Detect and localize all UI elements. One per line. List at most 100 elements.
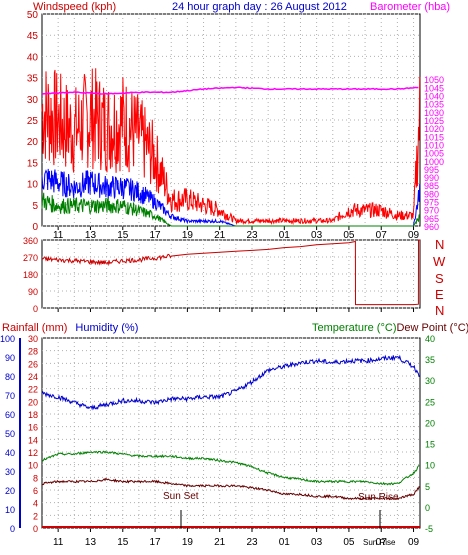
x-tick-label: 11 <box>53 230 64 241</box>
dir-label-s: S <box>435 271 444 286</box>
dir-label-n-top: N <box>435 237 444 252</box>
rain-y-tick-label: 22 <box>28 385 38 395</box>
dir-y-tick-label: 90 <box>28 287 38 297</box>
x-tick-label: 01 <box>279 230 291 241</box>
barometer-title: Barometer (hba) <box>370 1 450 13</box>
baro-y-tick-label: 980 <box>424 189 439 199</box>
dir-y-tick-label: 270 <box>23 253 38 263</box>
x-tick-label: 19 <box>182 537 194 548</box>
dir-label-e: E <box>435 287 444 302</box>
baro-y-tick-label: 990 <box>424 173 439 183</box>
x-tick-label: 03 <box>311 537 323 548</box>
x-tick-label: 15 <box>117 537 129 548</box>
graph-title: 24 hour graph day : 26 August 2012 <box>172 1 347 13</box>
x-tick-label: 13 <box>85 537 97 548</box>
sun-set-label: Sun Set <box>163 491 199 502</box>
temp-dew-title: Temperature (°C)Dew Point (°C) <box>312 322 468 334</box>
wind-y-tick-label: 30 <box>27 95 39 106</box>
baro-y-tick-label: 960 <box>424 222 439 232</box>
wind-y-tick-label: 15 <box>27 158 39 169</box>
baro-y-tick-label: 1040 <box>424 92 444 102</box>
temperature-line <box>41 450 420 486</box>
humidity-y-tick-label: 10 <box>5 505 15 515</box>
x-tick-label: 13 <box>85 230 97 241</box>
humidity-y-tick-label: 90 <box>5 353 15 363</box>
x-tick-label: 17 <box>150 230 162 241</box>
wind-y-tick-label: 25 <box>27 116 39 127</box>
humidity-y-tick-label: 70 <box>5 391 15 401</box>
rain-y-tick-label: 2 <box>33 511 38 521</box>
temp-y-tick-label: 5 <box>425 482 430 492</box>
temp-y-tick-label: 40 <box>425 334 435 344</box>
x-tick-label: 21 <box>214 230 226 241</box>
humidity-y-tick-label: 80 <box>5 372 15 382</box>
baro-y-tick-label: 965 <box>424 214 439 224</box>
temp-y-tick-label: 35 <box>425 355 435 365</box>
baro-y-tick-label: 1000 <box>424 157 444 167</box>
humidity-y-tick-label: 30 <box>5 467 15 477</box>
x-tick-label: 23 <box>246 230 258 241</box>
temp-y-tick-label: 25 <box>425 397 435 407</box>
wind-y-tick-label: 10 <box>27 180 39 191</box>
dir-y-tick-label: 360 <box>23 236 38 246</box>
baro-y-tick-label: 1050 <box>424 75 444 85</box>
dir-label-n-bottom: N <box>435 303 444 318</box>
wind-gust-line <box>41 68 421 226</box>
rain-y-tick-label: 6 <box>33 486 38 496</box>
rain-y-tick-label: 20 <box>28 397 38 407</box>
baro-y-tick-label: 995 <box>424 165 439 175</box>
temp-y-tick-label: 10 <box>425 461 435 471</box>
rain-y-tick-label: 10 <box>28 461 38 471</box>
wind-y-tick-label: 45 <box>27 31 39 42</box>
baro-y-tick-label: 975 <box>424 198 439 208</box>
rain-y-tick-label: 18 <box>28 410 38 420</box>
rain-y-tick-label: 16 <box>28 423 38 433</box>
temp-y-tick-label: 15 <box>425 440 435 450</box>
barometer-line <box>41 86 419 96</box>
x-tick-label: 07 <box>376 230 388 241</box>
rain-y-tick-label: 4 <box>33 499 38 509</box>
direction-line <box>41 239 420 306</box>
x-tick-label: 19 <box>182 230 194 241</box>
rain-y-tick-label: 28 <box>28 347 38 357</box>
sun-rise-tick-label: Sun Rise <box>363 538 396 547</box>
rain-y-tick-label: 0 <box>33 524 38 534</box>
baro-y-tick-label: 1005 <box>424 149 444 159</box>
x-tick-label: 17 <box>150 537 162 548</box>
x-tick-label: 09 <box>408 230 420 241</box>
rain-y-tick-label: 12 <box>28 448 38 458</box>
humidity-y-tick-label: 40 <box>5 448 15 458</box>
wind-low-line <box>41 192 421 227</box>
x-tick-label: 07 <box>376 537 388 548</box>
rain-y-tick-label: 14 <box>28 435 38 445</box>
sun-rise-label: Sun Rise <box>358 492 399 503</box>
x-tick-label: 21 <box>214 537 226 548</box>
x-tick-label: 09 <box>408 537 420 548</box>
x-tick-label: 03 <box>311 230 323 241</box>
baro-y-tick-label: 1030 <box>424 108 444 118</box>
humidity-y-tick-label: 60 <box>5 410 15 420</box>
rain-y-tick-label: 24 <box>28 372 38 382</box>
baro-y-tick-label: 985 <box>424 181 439 191</box>
baro-y-tick-label: 1015 <box>424 132 444 142</box>
baro-y-tick-label: 970 <box>424 206 439 216</box>
x-tick-label: 23 <box>246 537 258 548</box>
x-tick-label: 11 <box>53 537 64 548</box>
wind-y-tick-label: 50 <box>27 10 39 21</box>
series-lines <box>41 68 421 528</box>
wind-y-tick-label: 40 <box>27 52 39 63</box>
dir-y-tick-label: 180 <box>23 270 38 280</box>
rain-y-tick-label: 26 <box>28 359 38 369</box>
x-tick-label: 05 <box>343 230 355 241</box>
wind-y-tick-label: 35 <box>27 74 39 85</box>
wind-y-tick-label: 20 <box>27 137 39 148</box>
baro-y-tick-label: 1025 <box>424 116 444 126</box>
x-tick-label: 05 <box>343 537 355 548</box>
baro-y-tick-label: 1010 <box>424 140 444 150</box>
humidity-y-tick-label: 50 <box>5 429 15 439</box>
humidity-y-tick-label: 20 <box>5 486 15 496</box>
temp-y-tick-label: 20 <box>425 418 435 428</box>
dir-y-tick-label: 0 <box>33 304 38 314</box>
